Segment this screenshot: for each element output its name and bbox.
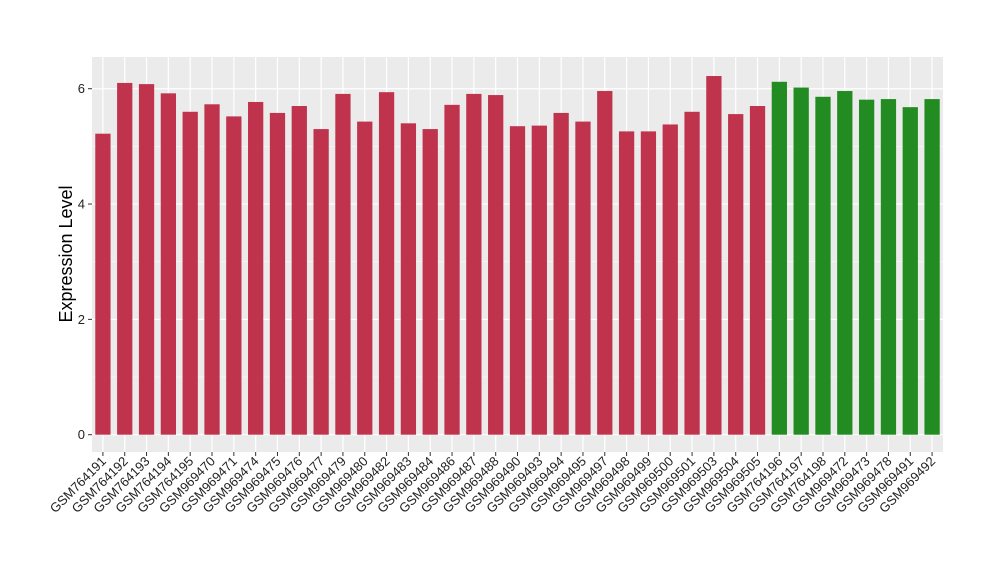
bar-gsm969479 <box>335 93 351 435</box>
bar-gsm969483 <box>400 123 417 435</box>
y-tick-label: 4 <box>78 197 85 212</box>
bar-gsm969472 <box>837 91 853 435</box>
bar-gsm969495 <box>575 121 591 435</box>
bar-gsm969476 <box>291 106 307 435</box>
bar-gsm764198 <box>815 96 831 435</box>
bar-gsm969473 <box>858 99 875 435</box>
bar-gsm969505 <box>749 106 766 435</box>
y-axis: 0 2 4 6 <box>78 81 92 442</box>
bar-gsm969470 <box>204 104 220 435</box>
bar-gsm969491 <box>902 107 918 435</box>
bar-gsm764191 <box>95 133 111 435</box>
bar-gsm969477 <box>313 129 329 435</box>
bar-gsm969494 <box>553 112 569 435</box>
bar-gsm764195 <box>182 111 198 435</box>
bars <box>95 76 940 435</box>
bar-gsm969471 <box>226 116 242 435</box>
bar-gsm969500 <box>662 124 678 435</box>
bar-gsm764197 <box>793 87 809 435</box>
bar-gsm969478 <box>880 99 897 435</box>
bar-gsm969493 <box>531 125 547 435</box>
bar-gsm969497 <box>597 91 613 435</box>
bar-gsm969482 <box>378 92 395 435</box>
bar-gsm969487 <box>466 93 482 435</box>
bar-gsm969480 <box>357 121 373 435</box>
bar-gsm969503 <box>706 76 722 435</box>
bar-gsm969499 <box>640 131 657 435</box>
bar-gsm969504 <box>728 114 744 435</box>
bar-gsm764192 <box>117 82 133 435</box>
y-axis-title: Expression Level <box>56 185 76 322</box>
bar-gsm969498 <box>618 131 635 435</box>
bar-gsm969484 <box>422 129 438 435</box>
bar-gsm969492 <box>924 99 940 435</box>
bar-gsm764196 <box>771 81 787 435</box>
bar-gsm969474 <box>248 101 264 435</box>
x-axis: GSM764191GSM764192GSM764193GSM764194GSM7… <box>47 452 938 516</box>
y-tick-label: 0 <box>78 427 85 442</box>
bar-gsm969501 <box>684 111 700 435</box>
bar-gsm969486 <box>444 104 460 435</box>
bar-gsm764193 <box>138 84 155 435</box>
bar-gsm764194 <box>160 93 177 435</box>
y-tick-label: 2 <box>78 312 85 327</box>
y-tick-label: 6 <box>78 81 85 96</box>
bar-gsm969488 <box>488 95 504 435</box>
bar-gsm969490 <box>509 126 526 435</box>
bar-gsm969475 <box>269 112 286 435</box>
